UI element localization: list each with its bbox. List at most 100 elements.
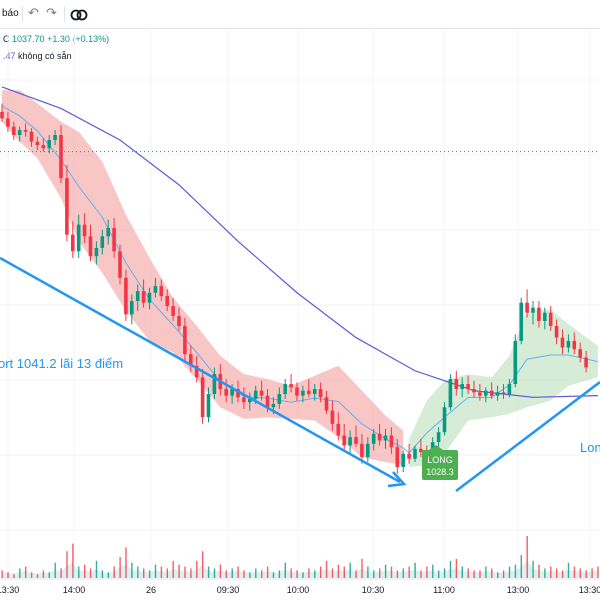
volume-bar bbox=[89, 568, 92, 578]
volume-bar bbox=[119, 557, 121, 578]
candle bbox=[153, 277, 158, 298]
candle bbox=[584, 350, 588, 373]
volume-bar bbox=[384, 564, 387, 578]
candle bbox=[460, 377, 464, 398]
volume-bar bbox=[143, 568, 145, 578]
volume-bar bbox=[196, 560, 198, 578]
candle bbox=[106, 219, 110, 245]
candle bbox=[71, 221, 75, 258]
candle bbox=[59, 125, 63, 184]
volume-bar bbox=[432, 564, 434, 578]
volume-bar bbox=[573, 566, 576, 578]
candle bbox=[194, 355, 199, 383]
candle bbox=[259, 380, 264, 401]
volume-bar bbox=[249, 572, 251, 578]
candle bbox=[248, 392, 252, 411]
volume-bar bbox=[343, 566, 345, 578]
candle bbox=[218, 364, 223, 396]
volume-bar bbox=[414, 562, 416, 578]
candle bbox=[454, 370, 459, 396]
candle bbox=[23, 123, 28, 137]
volume-bar bbox=[479, 570, 481, 578]
x-tick-label: 13:30 bbox=[0, 585, 19, 595]
candle bbox=[513, 334, 518, 388]
candle bbox=[159, 279, 164, 302]
candle bbox=[307, 379, 311, 398]
candle bbox=[0, 103, 4, 122]
candle bbox=[519, 297, 523, 345]
candle bbox=[112, 218, 116, 258]
volume-bar bbox=[202, 551, 204, 578]
candle bbox=[318, 382, 323, 403]
candle bbox=[283, 379, 287, 399]
candle bbox=[29, 128, 34, 147]
cloud-band bbox=[2, 90, 598, 468]
undo-icon[interactable]: ↶ bbox=[28, 5, 39, 20]
candle bbox=[12, 121, 16, 141]
volume-bar bbox=[443, 568, 446, 578]
x-tick-label: 26 bbox=[146, 585, 156, 595]
volume-bar bbox=[13, 574, 15, 578]
volume-bar bbox=[520, 555, 522, 578]
indicator-legend: .47 không có sẵn bbox=[3, 51, 72, 61]
volume-bar bbox=[290, 568, 292, 578]
x-tick-label: 13:30 bbox=[579, 585, 600, 595]
candle bbox=[230, 384, 234, 404]
moving-average-line bbox=[1, 86, 599, 454]
volume-bar bbox=[390, 566, 393, 578]
volume-bar bbox=[402, 568, 404, 578]
candle bbox=[407, 443, 411, 464]
volume-bar bbox=[255, 568, 257, 578]
candle bbox=[301, 385, 305, 403]
candle bbox=[395, 438, 400, 474]
volume-bar bbox=[532, 560, 534, 578]
downtrend-line bbox=[0, 256, 401, 484]
volume-bar bbox=[166, 568, 168, 578]
volume-bar bbox=[485, 566, 487, 578]
volume-bar bbox=[449, 560, 452, 578]
redo-icon[interactable]: ↷ bbox=[46, 5, 57, 20]
volume-bar bbox=[314, 570, 316, 578]
volume-bar bbox=[148, 570, 151, 578]
x-tick-label: 14:00 bbox=[63, 585, 86, 595]
candle bbox=[448, 374, 453, 411]
candle bbox=[554, 319, 559, 345]
x-tick-label: 09:30 bbox=[217, 585, 240, 595]
volume-bar bbox=[243, 570, 245, 578]
volume-bar bbox=[508, 566, 511, 578]
volume-bar bbox=[461, 566, 463, 578]
candle bbox=[47, 135, 51, 154]
candle bbox=[6, 111, 10, 132]
long-signal-tag: LONG 1028.3 bbox=[422, 445, 458, 480]
compare-icon[interactable] bbox=[70, 8, 88, 21]
toolbar-label: báo bbox=[2, 8, 19, 19]
annotations: ort 1041.2 lãi 13 điểm Lon LONG 1028.3 bbox=[0, 256, 600, 492]
volume-bar bbox=[361, 558, 363, 578]
volume-bar bbox=[125, 547, 127, 578]
candle bbox=[401, 450, 405, 473]
candles bbox=[0, 103, 588, 474]
volume-bar bbox=[36, 574, 39, 578]
ohlc-legend: C 1037.70 +1.30 (+0.13%) bbox=[3, 34, 109, 44]
candle bbox=[425, 445, 429, 471]
volume-bar bbox=[261, 570, 263, 578]
volume-bar bbox=[379, 568, 381, 578]
volume-bar bbox=[349, 562, 351, 578]
volume-bar bbox=[25, 566, 27, 578]
short-trade-label: ort 1041.2 lãi 13 điểm bbox=[0, 356, 123, 371]
candle bbox=[572, 332, 577, 355]
candle bbox=[224, 379, 228, 403]
close-label: C bbox=[3, 34, 10, 44]
volume-bar bbox=[544, 568, 546, 578]
volume-bar bbox=[420, 570, 422, 578]
volume-bars bbox=[1, 536, 599, 578]
volume-bar bbox=[84, 564, 86, 578]
volume-bar bbox=[337, 564, 340, 578]
volume-bar bbox=[101, 570, 104, 578]
candle bbox=[495, 385, 500, 401]
candle bbox=[324, 390, 329, 414]
volume-bar bbox=[502, 570, 505, 578]
volume-bar bbox=[66, 551, 68, 578]
volume-bar bbox=[556, 568, 558, 578]
